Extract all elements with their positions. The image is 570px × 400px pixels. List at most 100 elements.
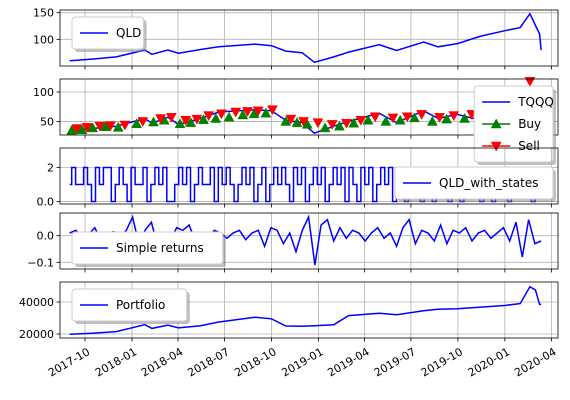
sell-marker — [203, 111, 215, 122]
sell-marker — [191, 114, 203, 125]
legend-box — [394, 166, 554, 200]
buy-marker — [409, 112, 420, 123]
sell-marker — [298, 117, 310, 127]
sell-marker — [285, 114, 297, 125]
buy-marker — [210, 112, 222, 123]
sell-marker — [180, 116, 192, 126]
buy-marker — [131, 118, 143, 129]
buy-marker — [148, 116, 159, 127]
sell-marker — [230, 107, 242, 118]
sell-marker — [416, 110, 428, 120]
legend-label-buy: Buy — [518, 117, 541, 131]
buy-marker — [380, 115, 392, 126]
sell-marker — [387, 113, 399, 124]
sell-marker — [165, 113, 177, 123]
buy-marker — [87, 122, 99, 133]
buy-marker — [291, 117, 303, 127]
legend-marker-buy — [490, 118, 502, 129]
x-tick-labels: 2017-10 2018-01 2018-04 2018-07 2018-10 2019-… — [46, 345, 559, 379]
sell-marker — [242, 107, 253, 117]
x-tick-label: 2020-01 — [466, 345, 512, 379]
sell-marker — [81, 123, 93, 133]
legend-4: Simple returns — [71, 231, 226, 267]
sell-marker — [369, 112, 381, 123]
legend-1: QLD — [71, 16, 147, 52]
sell-marker — [341, 118, 352, 129]
legend-label-sell: Sell — [518, 139, 540, 153]
x-tick-label: 2018-01 — [93, 345, 139, 379]
sell-marker — [252, 106, 264, 117]
y-tick-label: 0.0 — [37, 195, 55, 208]
sell-marker — [448, 111, 460, 122]
x-tick-label: 2019-07 — [372, 345, 418, 379]
buy-marker — [426, 115, 438, 126]
y-tick-label: 100 — [33, 33, 54, 46]
subplot-5: 20000 40000 Portfolio — [19, 281, 559, 342]
sell-marker — [355, 116, 367, 126]
sell-marker — [71, 124, 83, 135]
y-tick-label: 40000 — [19, 296, 54, 309]
buy-marker — [280, 115, 292, 126]
legend-2: TQQQ Buy Sell — [473, 85, 556, 165]
buy-marker — [112, 121, 124, 132]
x-tick-label: 2019-10 — [419, 345, 465, 379]
legend-3: QLD_with_states — [394, 166, 556, 202]
buy-marker — [394, 114, 406, 125]
buy-marker — [319, 122, 331, 133]
sell-marker — [312, 118, 324, 129]
y-tick-label: 0.0 — [37, 230, 55, 243]
sell-marker — [326, 120, 338, 130]
buy-marker — [237, 109, 249, 120]
sell-marker — [94, 121, 106, 132]
axes-frame — [59, 281, 559, 339]
x-tick-label: 2019-01 — [279, 345, 325, 379]
legend-5: Portfolio — [71, 288, 190, 324]
y-tick-label: 50 — [40, 115, 54, 128]
buy-marker — [459, 112, 470, 123]
sell-marker — [524, 77, 536, 87]
x-tick-label: 2018-04 — [139, 345, 185, 379]
y-tick-label: 100 — [33, 86, 54, 99]
x-tick-label: 2020-04 — [512, 345, 558, 379]
axes-frame — [59, 9, 559, 67]
y-tick-label: −0.1 — [27, 256, 54, 269]
sell-marker — [215, 109, 227, 120]
sell-marker — [401, 112, 413, 123]
x-tick-label: 2018-07 — [185, 345, 231, 379]
sell-marker — [267, 105, 278, 116]
legend-label-tqqq: TQQQ — [517, 95, 554, 109]
buy-marker — [333, 120, 345, 131]
legend-label-qld-with-states: QLD_with_states — [439, 176, 538, 190]
sell-marker — [434, 113, 445, 123]
buy-marker — [66, 124, 78, 135]
sell-marker — [119, 120, 131, 131]
sell-marker — [155, 114, 167, 125]
legend-box — [71, 288, 188, 322]
subplot-4: −0.1 0.0 Simple returns — [27, 212, 559, 273]
buy-marker — [185, 117, 197, 127]
x-tick-label: 2019-04 — [325, 345, 371, 379]
buy-marker — [174, 118, 186, 129]
buy-marker — [198, 114, 209, 124]
legend-marker-sell — [490, 141, 502, 152]
x-tick-label: 2018-10 — [232, 345, 278, 379]
axes-frame — [59, 212, 559, 270]
series-line-qld — [69, 12, 542, 64]
sell-marker — [137, 117, 149, 127]
y-tick-label: 20000 — [19, 328, 54, 341]
subplot-2: 50 100 TQQQ Buy Sell — [33, 77, 559, 165]
legend-label-simple-returns: Simple returns — [116, 241, 204, 255]
y-tick-label: 2 — [47, 162, 54, 175]
legend-box — [71, 231, 224, 265]
subplot-3: 0.0 2 QLD_with_states — [37, 147, 559, 208]
series-line-portfolio — [69, 285, 542, 336]
buy-marker — [223, 111, 235, 122]
sell-marker — [105, 121, 116, 132]
buy-marker — [348, 117, 360, 128]
axes-frame — [59, 78, 559, 136]
legend-label-qld: QLD — [116, 26, 141, 40]
legend-label-portfolio: Portfolio — [116, 298, 165, 312]
buy-marker — [362, 114, 374, 125]
buy-marker — [260, 107, 272, 118]
